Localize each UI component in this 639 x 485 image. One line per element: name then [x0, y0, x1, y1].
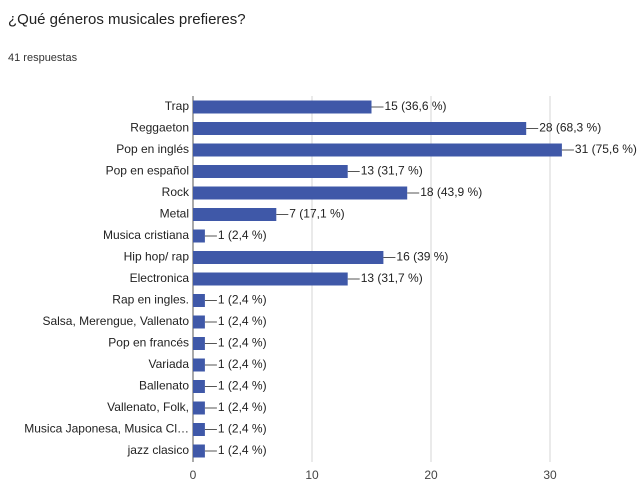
- category-label: Rap en ingles.: [112, 293, 189, 307]
- bar: [193, 251, 384, 264]
- bar: [193, 423, 205, 436]
- category-label: jazz clasico: [127, 443, 190, 457]
- value-label: 31 (75,6 %): [575, 142, 637, 156]
- x-tick-label: 20: [424, 468, 438, 482]
- value-label: 1 (2,4 %): [218, 422, 267, 436]
- category-label: Ballenato: [139, 379, 189, 393]
- bar: [193, 358, 205, 372]
- value-label: 28 (68,3 %): [539, 121, 601, 135]
- bar: [193, 229, 205, 243]
- category-label: Metal: [160, 207, 189, 221]
- category-label: Hip hop/ rap: [124, 250, 190, 264]
- x-tick-label: 10: [305, 468, 319, 482]
- value-label: 13 (31,7 %): [361, 271, 423, 285]
- bar: [193, 444, 205, 458]
- subtitle: 41 respuestas: [8, 52, 78, 64]
- category-label: Trap: [165, 99, 190, 113]
- value-label: 15 (36,6 %): [385, 99, 447, 113]
- bar: [193, 337, 205, 350]
- bar: [193, 165, 348, 178]
- value-label: 7 (17,1 %): [289, 207, 344, 221]
- bar: [193, 143, 562, 157]
- x-tick-label: 0: [190, 468, 197, 482]
- bar: [193, 380, 205, 393]
- category-label: Electronica: [130, 271, 190, 285]
- value-label: 18 (43,9 %): [420, 185, 482, 199]
- category-label: Pop en inglés: [116, 142, 189, 156]
- category-label: Rock: [162, 185, 190, 199]
- bar: [193, 401, 205, 415]
- bar: [193, 208, 277, 221]
- chart-title: ¿Qué géneros musicales prefieres?: [8, 11, 246, 28]
- value-label: 1 (2,4 %): [218, 314, 267, 328]
- value-label: 1 (2,4 %): [218, 357, 267, 371]
- bar: [193, 186, 408, 200]
- value-label: 13 (31,7 %): [361, 164, 423, 178]
- category-label: Musica cristiana: [103, 228, 189, 242]
- category-label: Musica Japonesa, Musica Cl…: [24, 422, 189, 436]
- bar: [193, 294, 205, 307]
- bar: [193, 100, 372, 114]
- bar: [193, 122, 527, 135]
- category-label: Pop en francés: [108, 336, 189, 350]
- bar: [193, 315, 205, 329]
- category-label: Variada: [149, 357, 190, 371]
- value-label: 1 (2,4 %): [218, 228, 267, 242]
- x-tick-label: 30: [543, 468, 557, 482]
- value-label: 1 (2,4 %): [218, 400, 267, 414]
- value-label: 1 (2,4 %): [218, 336, 267, 350]
- value-label: 1 (2,4 %): [218, 379, 267, 393]
- value-label: 1 (2,4 %): [218, 443, 267, 457]
- value-label: 16 (39 %): [396, 250, 448, 264]
- bar: [193, 272, 348, 286]
- category-label: Vallenato, Folk,: [107, 400, 189, 414]
- value-label: 1 (2,4 %): [218, 293, 267, 307]
- category-label: Salsa, Merengue, Vallenato: [42, 314, 189, 328]
- category-label: Reggaeton: [130, 121, 189, 135]
- category-label: Pop en español: [106, 164, 189, 178]
